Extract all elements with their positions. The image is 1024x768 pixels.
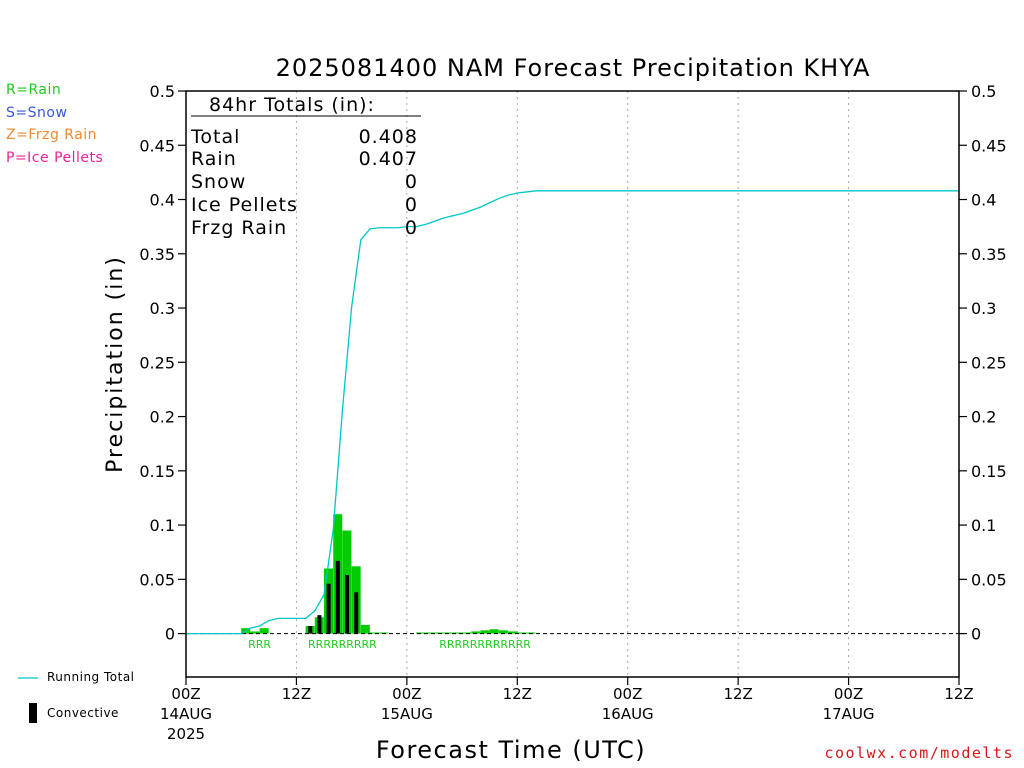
totals-header: 84hr Totals (in): [209,94,375,116]
x-tick-sublabel: 15AUG [381,705,433,723]
grid-layer [295,91,850,677]
x-tick-label: 00Z [392,685,421,703]
totals-label-ice-pellets: Ice Pellets [191,194,298,216]
x-tick-sublabel: 2025 [167,725,205,743]
totals-value-frzg-rain: 0 [405,217,418,239]
convective-bar [335,560,340,634]
totals-box: 84hr Totals (in): Total 0.408 Rain 0.407… [190,94,421,239]
bottom-legend [18,677,38,723]
source-credit: coolwx.com/modelts [824,744,1014,762]
ptype-legend-ice-pellets: P=Ice Pellets [6,150,104,166]
rain-bar [452,632,462,634]
x-tick-label: 12Z [944,685,973,703]
rain-bar [480,630,490,634]
y-tick-label-right: 0.25 [971,353,1007,372]
y-tick-label-right: 0.4 [971,191,996,210]
y-tick-label-right: 0 [971,625,981,644]
rain-bar [259,628,269,634]
totals-value-ice-pellets: 0 [405,194,418,216]
convective-bar [345,574,350,634]
rain-bar [379,632,389,634]
ptype-marker: RRR [248,638,271,651]
x-tick-label: 00Z [834,685,863,703]
y-tick-label-left: 0.4 [150,191,175,210]
x-tick-label: 12Z [282,685,311,703]
running-total-line [186,190,959,635]
convective-bar [326,583,331,634]
y-tick-label-left: 0 [165,625,175,644]
running-total-legend-label: Running Total [47,670,135,684]
totals-label-snow: Snow [191,171,246,193]
y-tick-label-right: 0.35 [971,245,1007,264]
rain-bar [526,632,536,634]
y-tick-label-left: 0.05 [139,570,175,589]
x-tick-label: 00Z [613,685,642,703]
totals-label-total: Total [190,126,240,148]
totals-label-frzg-rain: Frzg Rain [191,217,287,239]
rain-bar [517,632,527,634]
y-tick-label-right: 0.1 [971,516,996,535]
x-tick-sublabel: 17AUG [823,705,875,723]
x-tick-label: 00Z [171,685,200,703]
ptype-legend-frzg-rain: Z=Frzg Rain [6,127,98,143]
y-tick-label-left: 0.35 [139,245,175,264]
convective-bar [308,625,313,634]
x-tick-label: 12Z [503,685,532,703]
convective-legend-label: Convective [47,706,119,720]
totals-value-rain: 0.407 [359,148,418,170]
chart-title: 2025081400 NAM Forecast Precipitation KH… [276,54,871,82]
y-tick-label-right: 0.05 [971,570,1007,589]
rain-bar [360,624,370,634]
x-tick-label: 12Z [723,685,752,703]
x-tick-sublabel: 16AUG [602,705,654,723]
ptype-marker: RRRRRRRRRRRR [439,638,531,651]
rain-bar [370,632,380,634]
marker-layer: RRR RRRRRRRRR RRRRRRRRRRRR [248,638,531,651]
line-layer [186,190,959,635]
y-tick-label-left: 0.15 [139,462,175,481]
y-tick-label-right: 0.15 [971,462,1007,481]
rain-bar [508,631,518,634]
x-tick-sublabel: 14AUG [160,705,212,723]
ptype-marker: RRRRRRRRR [308,638,377,651]
rain-bar [498,630,508,634]
rain-bar [443,632,453,634]
y-tick-label-right: 0.3 [971,299,996,318]
y-tick-label-left: 0.1 [150,516,175,535]
ptype-legend-rain: R=Rain [6,82,62,98]
rain-bar [462,632,472,634]
y-tick-label-right: 0.5 [971,82,996,101]
axis-layer: 0 00.05 0.050.1 0.10.15 0.150.2 0.20.25 0.250.… [139,82,1006,743]
ptype-legend-snow: S=Snow [6,105,68,121]
rain-bar [416,632,426,634]
rain-bar [489,629,499,634]
convective-bar [317,615,322,634]
y-tick-label-left: 0.3 [150,299,175,318]
convective-bar [354,592,359,634]
bar-layer [241,514,536,634]
convective-legend-swatch [29,703,37,723]
rain-bar [471,631,481,634]
rain-bar [425,632,435,634]
totals-value-snow: 0 [405,171,418,193]
y-axis-label: Precipitation (in) [103,255,128,473]
y-tick-label-right: 0.2 [971,408,996,427]
y-tick-label-left: 0.45 [139,136,175,155]
totals-label-rain: Rain [191,148,237,170]
y-tick-label-left: 0.2 [150,408,175,427]
y-tick-label-left: 0.25 [139,353,175,372]
rain-bar [434,632,444,634]
totals-value-total: 0.408 [359,126,418,148]
rain-bar [250,631,260,634]
y-tick-label-left: 0.5 [150,82,175,101]
x-axis-label: Forecast Time (UTC) [376,736,646,764]
y-tick-label-right: 0.45 [971,136,1007,155]
plot-frame [185,90,960,678]
